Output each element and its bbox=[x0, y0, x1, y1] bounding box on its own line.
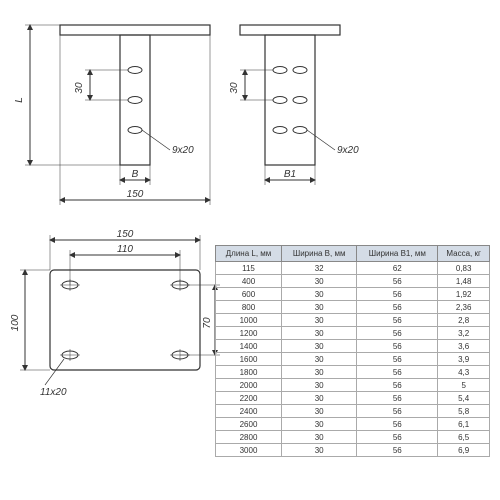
table-header: Ширина B1, мм bbox=[357, 246, 438, 262]
dim-slot-top: 11x20 bbox=[40, 387, 67, 398]
table-cell: 6,1 bbox=[438, 418, 490, 431]
table-cell: 62 bbox=[357, 262, 438, 275]
table-cell: 56 bbox=[357, 340, 438, 353]
table-cell: 30 bbox=[282, 418, 357, 431]
table-cell: 6,9 bbox=[438, 444, 490, 457]
table-cell: 600 bbox=[216, 288, 282, 301]
table-cell: 2200 bbox=[216, 392, 282, 405]
side-view: 30 9x20 B1 bbox=[229, 25, 359, 185]
table-cell: 30 bbox=[282, 444, 357, 457]
table-cell: 1600 bbox=[216, 353, 282, 366]
dim-outer-w: 150 bbox=[117, 229, 134, 240]
top-view: 110 150 100 70 11x20 bbox=[10, 229, 220, 398]
table-cell: 56 bbox=[357, 418, 438, 431]
table-cell: 56 bbox=[357, 301, 438, 314]
table-row: 260030566,1 bbox=[216, 418, 490, 431]
table-row: 140030563,6 bbox=[216, 340, 490, 353]
front-view: L 30 9x20 B 150 bbox=[14, 25, 210, 205]
table-cell: 30 bbox=[282, 366, 357, 379]
table-row: 40030561,48 bbox=[216, 275, 490, 288]
table-cell: 5 bbox=[438, 379, 490, 392]
dim-pitch-front: 30 bbox=[74, 82, 85, 94]
table-cell: 1200 bbox=[216, 327, 282, 340]
dim-B1: B1 bbox=[284, 169, 296, 180]
table-row: 160030563,9 bbox=[216, 353, 490, 366]
table-cell: 30 bbox=[282, 314, 357, 327]
table-cell: 1800 bbox=[216, 366, 282, 379]
table-cell: 30 bbox=[282, 327, 357, 340]
table-header: Ширина B, мм bbox=[282, 246, 357, 262]
table-cell: 115 bbox=[216, 262, 282, 275]
table-cell: 2,8 bbox=[438, 314, 490, 327]
table-cell: 30 bbox=[282, 301, 357, 314]
dim-hole-w: 110 bbox=[117, 244, 133, 255]
dim-slot-front: 9x20 bbox=[172, 145, 194, 156]
spec-table-container: Длина L, ммШирина B, ммШирина B1, ммМасс… bbox=[215, 245, 490, 457]
table-header: Масса, кг bbox=[438, 246, 490, 262]
table-row: 60030561,92 bbox=[216, 288, 490, 301]
table-row: 240030565,8 bbox=[216, 405, 490, 418]
table-cell: 56 bbox=[357, 366, 438, 379]
table-cell: 30 bbox=[282, 340, 357, 353]
table-cell: 400 bbox=[216, 275, 282, 288]
table-cell: 56 bbox=[357, 353, 438, 366]
table-cell: 2600 bbox=[216, 418, 282, 431]
table-cell: 56 bbox=[357, 288, 438, 301]
table-cell: 4,3 bbox=[438, 366, 490, 379]
table-cell: 0,83 bbox=[438, 262, 490, 275]
table-row: 220030565,4 bbox=[216, 392, 490, 405]
dim-pitch-side: 30 bbox=[229, 82, 240, 94]
table-cell: 3,9 bbox=[438, 353, 490, 366]
table-cell: 3,2 bbox=[438, 327, 490, 340]
dim-L: L bbox=[14, 97, 25, 103]
table-cell: 30 bbox=[282, 275, 357, 288]
table-cell: 2,36 bbox=[438, 301, 490, 314]
table-row: 200030565 bbox=[216, 379, 490, 392]
table-cell: 3000 bbox=[216, 444, 282, 457]
table-cell: 30 bbox=[282, 405, 357, 418]
table-row: 11532620,83 bbox=[216, 262, 490, 275]
table-cell: 800 bbox=[216, 301, 282, 314]
table-cell: 32 bbox=[282, 262, 357, 275]
table-cell: 56 bbox=[357, 444, 438, 457]
table-cell: 1400 bbox=[216, 340, 282, 353]
table-row: 100030562,8 bbox=[216, 314, 490, 327]
table-cell: 56 bbox=[357, 392, 438, 405]
table-cell: 1,48 bbox=[438, 275, 490, 288]
table-cell: 6,5 bbox=[438, 431, 490, 444]
table-cell: 1000 bbox=[216, 314, 282, 327]
table-cell: 2000 bbox=[216, 379, 282, 392]
dim-B: B bbox=[132, 169, 139, 180]
dim-base: 150 bbox=[127, 189, 144, 200]
table-cell: 56 bbox=[357, 327, 438, 340]
dim-slot-side: 9x20 bbox=[337, 145, 359, 156]
table-row: 280030566,5 bbox=[216, 431, 490, 444]
table-cell: 30 bbox=[282, 379, 357, 392]
table-cell: 56 bbox=[357, 275, 438, 288]
table-cell: 56 bbox=[357, 431, 438, 444]
table-cell: 56 bbox=[357, 314, 438, 327]
table-cell: 3,6 bbox=[438, 340, 490, 353]
table-row: 120030563,2 bbox=[216, 327, 490, 340]
table-row: 180030564,3 bbox=[216, 366, 490, 379]
table-row: 80030562,36 bbox=[216, 301, 490, 314]
table-cell: 30 bbox=[282, 353, 357, 366]
table-cell: 30 bbox=[282, 392, 357, 405]
table-cell: 2400 bbox=[216, 405, 282, 418]
spec-table: Длина L, ммШирина B, ммШирина B1, ммМасс… bbox=[215, 245, 490, 457]
dim-outer-h: 100 bbox=[10, 314, 21, 331]
table-header: Длина L, мм bbox=[216, 246, 282, 262]
table-cell: 5,4 bbox=[438, 392, 490, 405]
dim-hole-h: 70 bbox=[202, 317, 213, 329]
table-cell: 30 bbox=[282, 431, 357, 444]
table-cell: 2800 bbox=[216, 431, 282, 444]
table-cell: 30 bbox=[282, 288, 357, 301]
table-row: 300030566,9 bbox=[216, 444, 490, 457]
table-cell: 1,92 bbox=[438, 288, 490, 301]
table-cell: 5,8 bbox=[438, 405, 490, 418]
table-cell: 56 bbox=[357, 379, 438, 392]
table-cell: 56 bbox=[357, 405, 438, 418]
